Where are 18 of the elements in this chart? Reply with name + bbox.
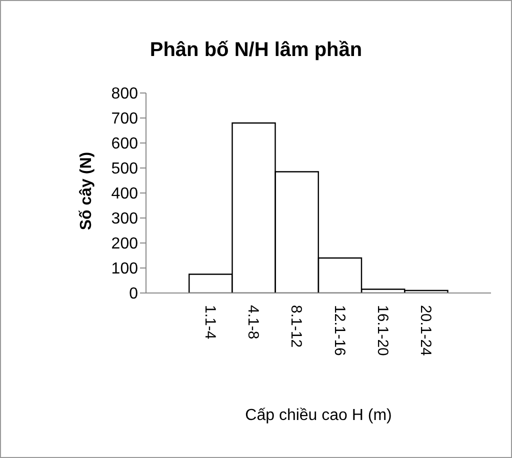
x-tick-label: 8.1-12 — [288, 305, 305, 348]
y-tick-label: 100 — [111, 260, 138, 278]
x-tick-label: 4.1-8 — [244, 305, 262, 340]
y-tick-label: 800 — [111, 86, 138, 103]
x-tick-label: 12.1-16 — [330, 305, 348, 356]
x-tick-label: 1.1-4 — [201, 305, 218, 340]
y-axis-title: Số cây (N) — [78, 152, 96, 230]
x-tick-label: 16.1-20 — [374, 305, 391, 356]
y-tick-label: 500 — [111, 160, 138, 178]
y-tick-label: 0 — [129, 286, 138, 303]
chart-title: Phân bố N/H lâm phần — [148, 39, 364, 62]
y-tick-label: 300 — [111, 210, 138, 228]
y-tick-label: 600 — [111, 136, 138, 153]
y-tick-label: 400 — [111, 186, 138, 203]
y-tick-label: 700 — [111, 110, 138, 128]
x-tick-label: 20.1-24 — [417, 305, 434, 356]
y-tick-label: 200 — [111, 236, 138, 253]
x-axis-title: Cấp chiều cao H (m) — [244, 407, 393, 425]
